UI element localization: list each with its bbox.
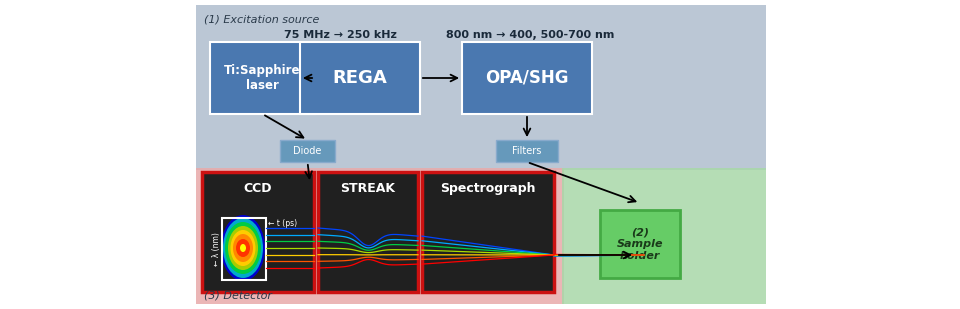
Text: 75 MHz → 250 kHz: 75 MHz → 250 kHz (283, 30, 396, 40)
Text: Ti:Sapphire
laser: Ti:Sapphire laser (225, 64, 300, 92)
Text: Spectrograph: Spectrograph (441, 182, 536, 195)
Bar (222, 218, 266, 280)
FancyBboxPatch shape (462, 42, 592, 114)
Text: (1) Excitation source: (1) Excitation source (204, 14, 320, 24)
Text: CCD: CCD (244, 182, 273, 195)
Text: ← λ (nm): ← λ (nm) (211, 232, 221, 266)
Text: REGA: REGA (332, 69, 388, 87)
Ellipse shape (225, 222, 261, 274)
Ellipse shape (233, 234, 253, 262)
FancyBboxPatch shape (600, 210, 680, 278)
Text: OPA/SHG: OPA/SHG (485, 69, 568, 87)
Bar (562, 168, 766, 304)
Text: Diode: Diode (294, 146, 322, 156)
Ellipse shape (230, 230, 255, 266)
Text: ← t (ps): ← t (ps) (268, 219, 298, 228)
FancyBboxPatch shape (280, 140, 335, 162)
Text: (2)
Sample
holder: (2) Sample holder (616, 227, 663, 260)
Ellipse shape (240, 244, 246, 252)
Bar (196, 5, 766, 170)
Bar (196, 168, 564, 304)
Text: Filters: Filters (513, 146, 541, 156)
Text: STREAK: STREAK (341, 182, 396, 195)
Text: 800 nm → 400, 500-700 nm: 800 nm → 400, 500-700 nm (445, 30, 614, 40)
FancyBboxPatch shape (422, 172, 554, 292)
Ellipse shape (228, 226, 258, 270)
FancyBboxPatch shape (496, 140, 558, 162)
Ellipse shape (236, 239, 250, 257)
Ellipse shape (221, 215, 265, 281)
FancyBboxPatch shape (300, 42, 420, 114)
FancyBboxPatch shape (318, 172, 418, 292)
Ellipse shape (223, 218, 263, 278)
FancyBboxPatch shape (202, 172, 314, 292)
FancyBboxPatch shape (210, 42, 315, 114)
Text: (3) Detector: (3) Detector (204, 291, 272, 301)
